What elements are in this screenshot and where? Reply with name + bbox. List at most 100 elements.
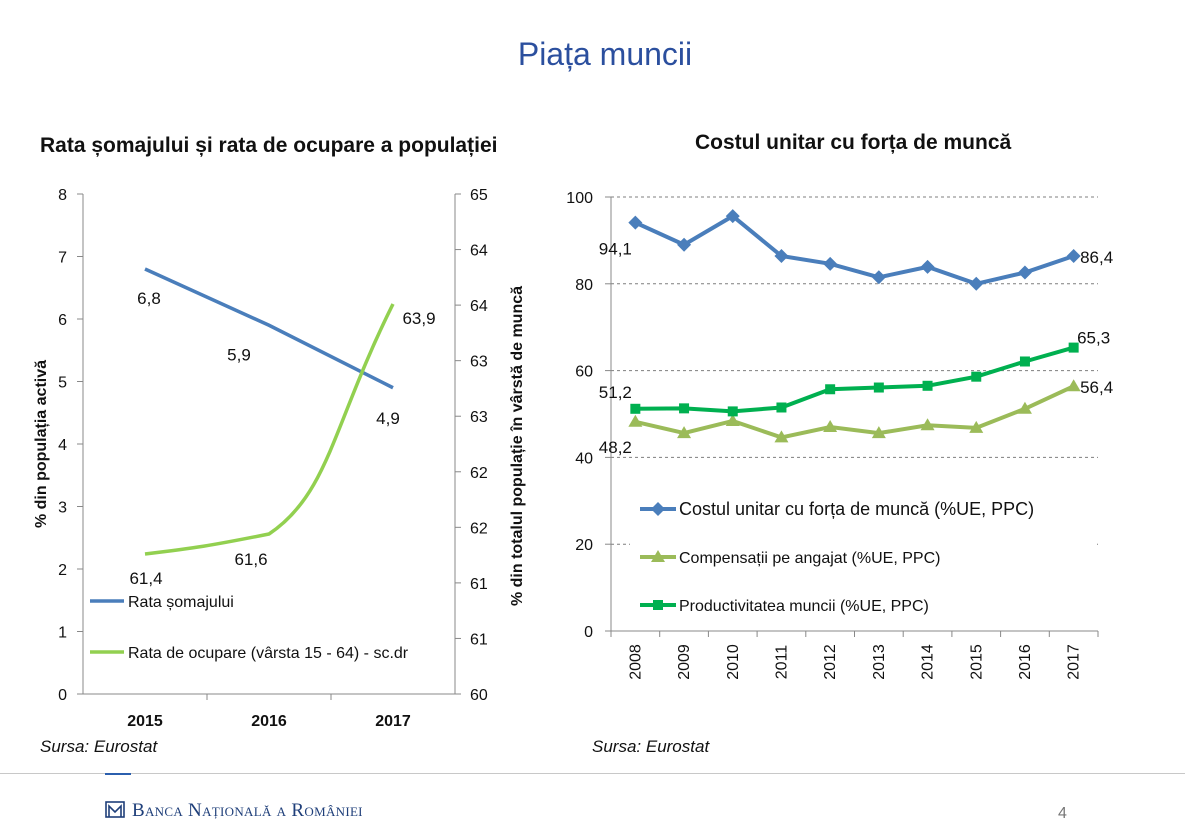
series-marker	[871, 270, 886, 285]
right-y-axis-label: % din totalul populație în vârstă de mun…	[509, 286, 526, 606]
legend-label: Compensații pe angajat (%UE, PPC)	[679, 550, 940, 567]
legend-swatch-marker	[651, 550, 665, 562]
series-marker	[920, 418, 935, 431]
x-tick-label: 2015	[127, 713, 163, 730]
series-marker	[628, 215, 643, 230]
right-y-tick-label: 63	[470, 409, 488, 426]
right-y-tick-label: 63	[470, 354, 488, 371]
page-number: 4	[1058, 805, 1067, 822]
footer-accent	[105, 773, 131, 775]
series-line	[634, 384, 1075, 440]
left-y-tick-label: 7	[58, 250, 67, 267]
y-tick-label: 0	[584, 624, 593, 641]
x-tick-label: 2011	[773, 645, 790, 680]
legend-label: Productivitatea muncii (%UE, PPC)	[679, 598, 929, 615]
x-tick-label: 2016	[251, 713, 287, 730]
legend-employment-label: Rata de ocupare (vârsta 15 - 64) - sc.dr	[128, 645, 409, 662]
legend-swatch-marker	[651, 502, 665, 516]
labor-cost-chart: 0 20 40 60 80 100 2008 2009 2010 2011 2012 2013 2014…	[566, 190, 1113, 680]
series-marker	[725, 209, 740, 224]
series-marker	[871, 426, 886, 439]
left-y-tick-label: 3	[58, 500, 67, 517]
right-y-tick-label: 61	[470, 576, 488, 593]
right-y-tick-label: 62	[470, 520, 488, 537]
series-marker	[630, 403, 641, 414]
right-y-tick-label: 61	[470, 631, 488, 648]
x-tick-label: 2016	[1017, 644, 1034, 680]
x-tick-label: 2010	[725, 644, 742, 680]
bank-logo-icon	[105, 801, 125, 818]
employment-rate-line	[144, 303, 395, 556]
series-marker	[1066, 379, 1081, 392]
data-label: 65,3	[1077, 329, 1110, 348]
employment-data-label: 63,9	[402, 309, 435, 328]
x-tick-label: 2014	[920, 644, 937, 680]
footer-divider	[0, 773, 1185, 774]
unemployment-employment-chart: 0 1 2 3 4 5 6 7 8 60 61 61 62 62 63 63 64 64 65 2015 2016 201…	[33, 187, 526, 730]
series-marker	[969, 420, 984, 433]
series-line	[635, 345, 1075, 414]
unemployment-data-label: 6,8	[137, 289, 161, 308]
data-label: 48,2	[599, 438, 632, 457]
left-y-tick-label: 5	[58, 375, 67, 392]
right-chart-source: Sursa: Eurostat	[592, 737, 710, 756]
series-marker	[628, 414, 643, 427]
series-marker	[1017, 265, 1032, 280]
legend-unemployment-label: Rata șomajului	[128, 594, 234, 611]
legend-box	[630, 486, 1096, 626]
right-y-tick-label: 60	[470, 687, 488, 704]
left-y-tick-label: 2	[58, 562, 67, 579]
series-marker	[971, 371, 982, 382]
series-marker	[1019, 356, 1030, 367]
y-tick-label: 80	[575, 277, 593, 294]
left-y-tick-label: 8	[58, 187, 67, 204]
series-marker	[677, 237, 692, 252]
right-y-tick-label: 65	[470, 187, 488, 204]
series-marker	[823, 256, 838, 271]
series-marker	[825, 384, 836, 395]
employment-data-label: 61,4	[129, 569, 162, 588]
x-tick-label: 2017	[1066, 644, 1083, 680]
data-label: 51,2	[599, 383, 632, 402]
unemployment-data-label: 5,9	[227, 345, 251, 364]
data-label: 56,4	[1080, 378, 1113, 397]
series-marker	[677, 426, 692, 439]
y-tick-label: 20	[575, 537, 593, 554]
y-tick-label: 60	[575, 364, 593, 381]
series-line	[634, 213, 1075, 286]
series-marker	[922, 380, 933, 391]
x-tick-label: 2009	[676, 644, 693, 680]
right-y-tick-label: 64	[470, 298, 488, 315]
series-marker	[774, 430, 789, 443]
legend-label: Costul unitar cu forța de muncă (%UE, PP…	[679, 499, 1034, 519]
series-marker	[1068, 342, 1079, 353]
series-marker	[823, 420, 838, 433]
data-label: 86,4	[1080, 248, 1113, 267]
left-y-tick-label: 1	[58, 625, 67, 642]
y-tick-label: 40	[575, 450, 593, 467]
left-chart-title: Rata șomajului și rata de ocupare a popu…	[40, 134, 498, 157]
right-chart-title: Costul unitar cu forța de muncă	[695, 131, 1012, 154]
series-marker	[873, 382, 884, 393]
series-marker	[1017, 401, 1032, 414]
left-y-tick-label: 4	[58, 437, 67, 454]
brand-footer: Banca Națională a României	[104, 798, 363, 822]
unemployment-rate-line	[144, 267, 394, 390]
series-marker	[920, 259, 935, 274]
left-y-axis-label: % din populația activă	[33, 360, 50, 528]
right-y-tick-label: 64	[470, 243, 488, 260]
brand-name: Banca Națională a României	[132, 800, 363, 821]
x-tick-label: 2017	[375, 713, 411, 730]
left-y-tick-label: 6	[58, 312, 67, 329]
x-tick-label: 2012	[822, 644, 839, 680]
data-label: 94,1	[599, 240, 632, 259]
legend-swatch-marker	[653, 600, 663, 610]
x-tick-label: 2008	[627, 644, 644, 680]
left-y-tick-label: 0	[58, 687, 67, 704]
series-marker	[1066, 249, 1081, 264]
series-marker	[679, 403, 690, 414]
x-tick-label: 2015	[968, 644, 985, 680]
series-marker	[774, 249, 789, 264]
series-marker	[727, 406, 738, 417]
page-title: Piața muncii	[517, 36, 693, 72]
